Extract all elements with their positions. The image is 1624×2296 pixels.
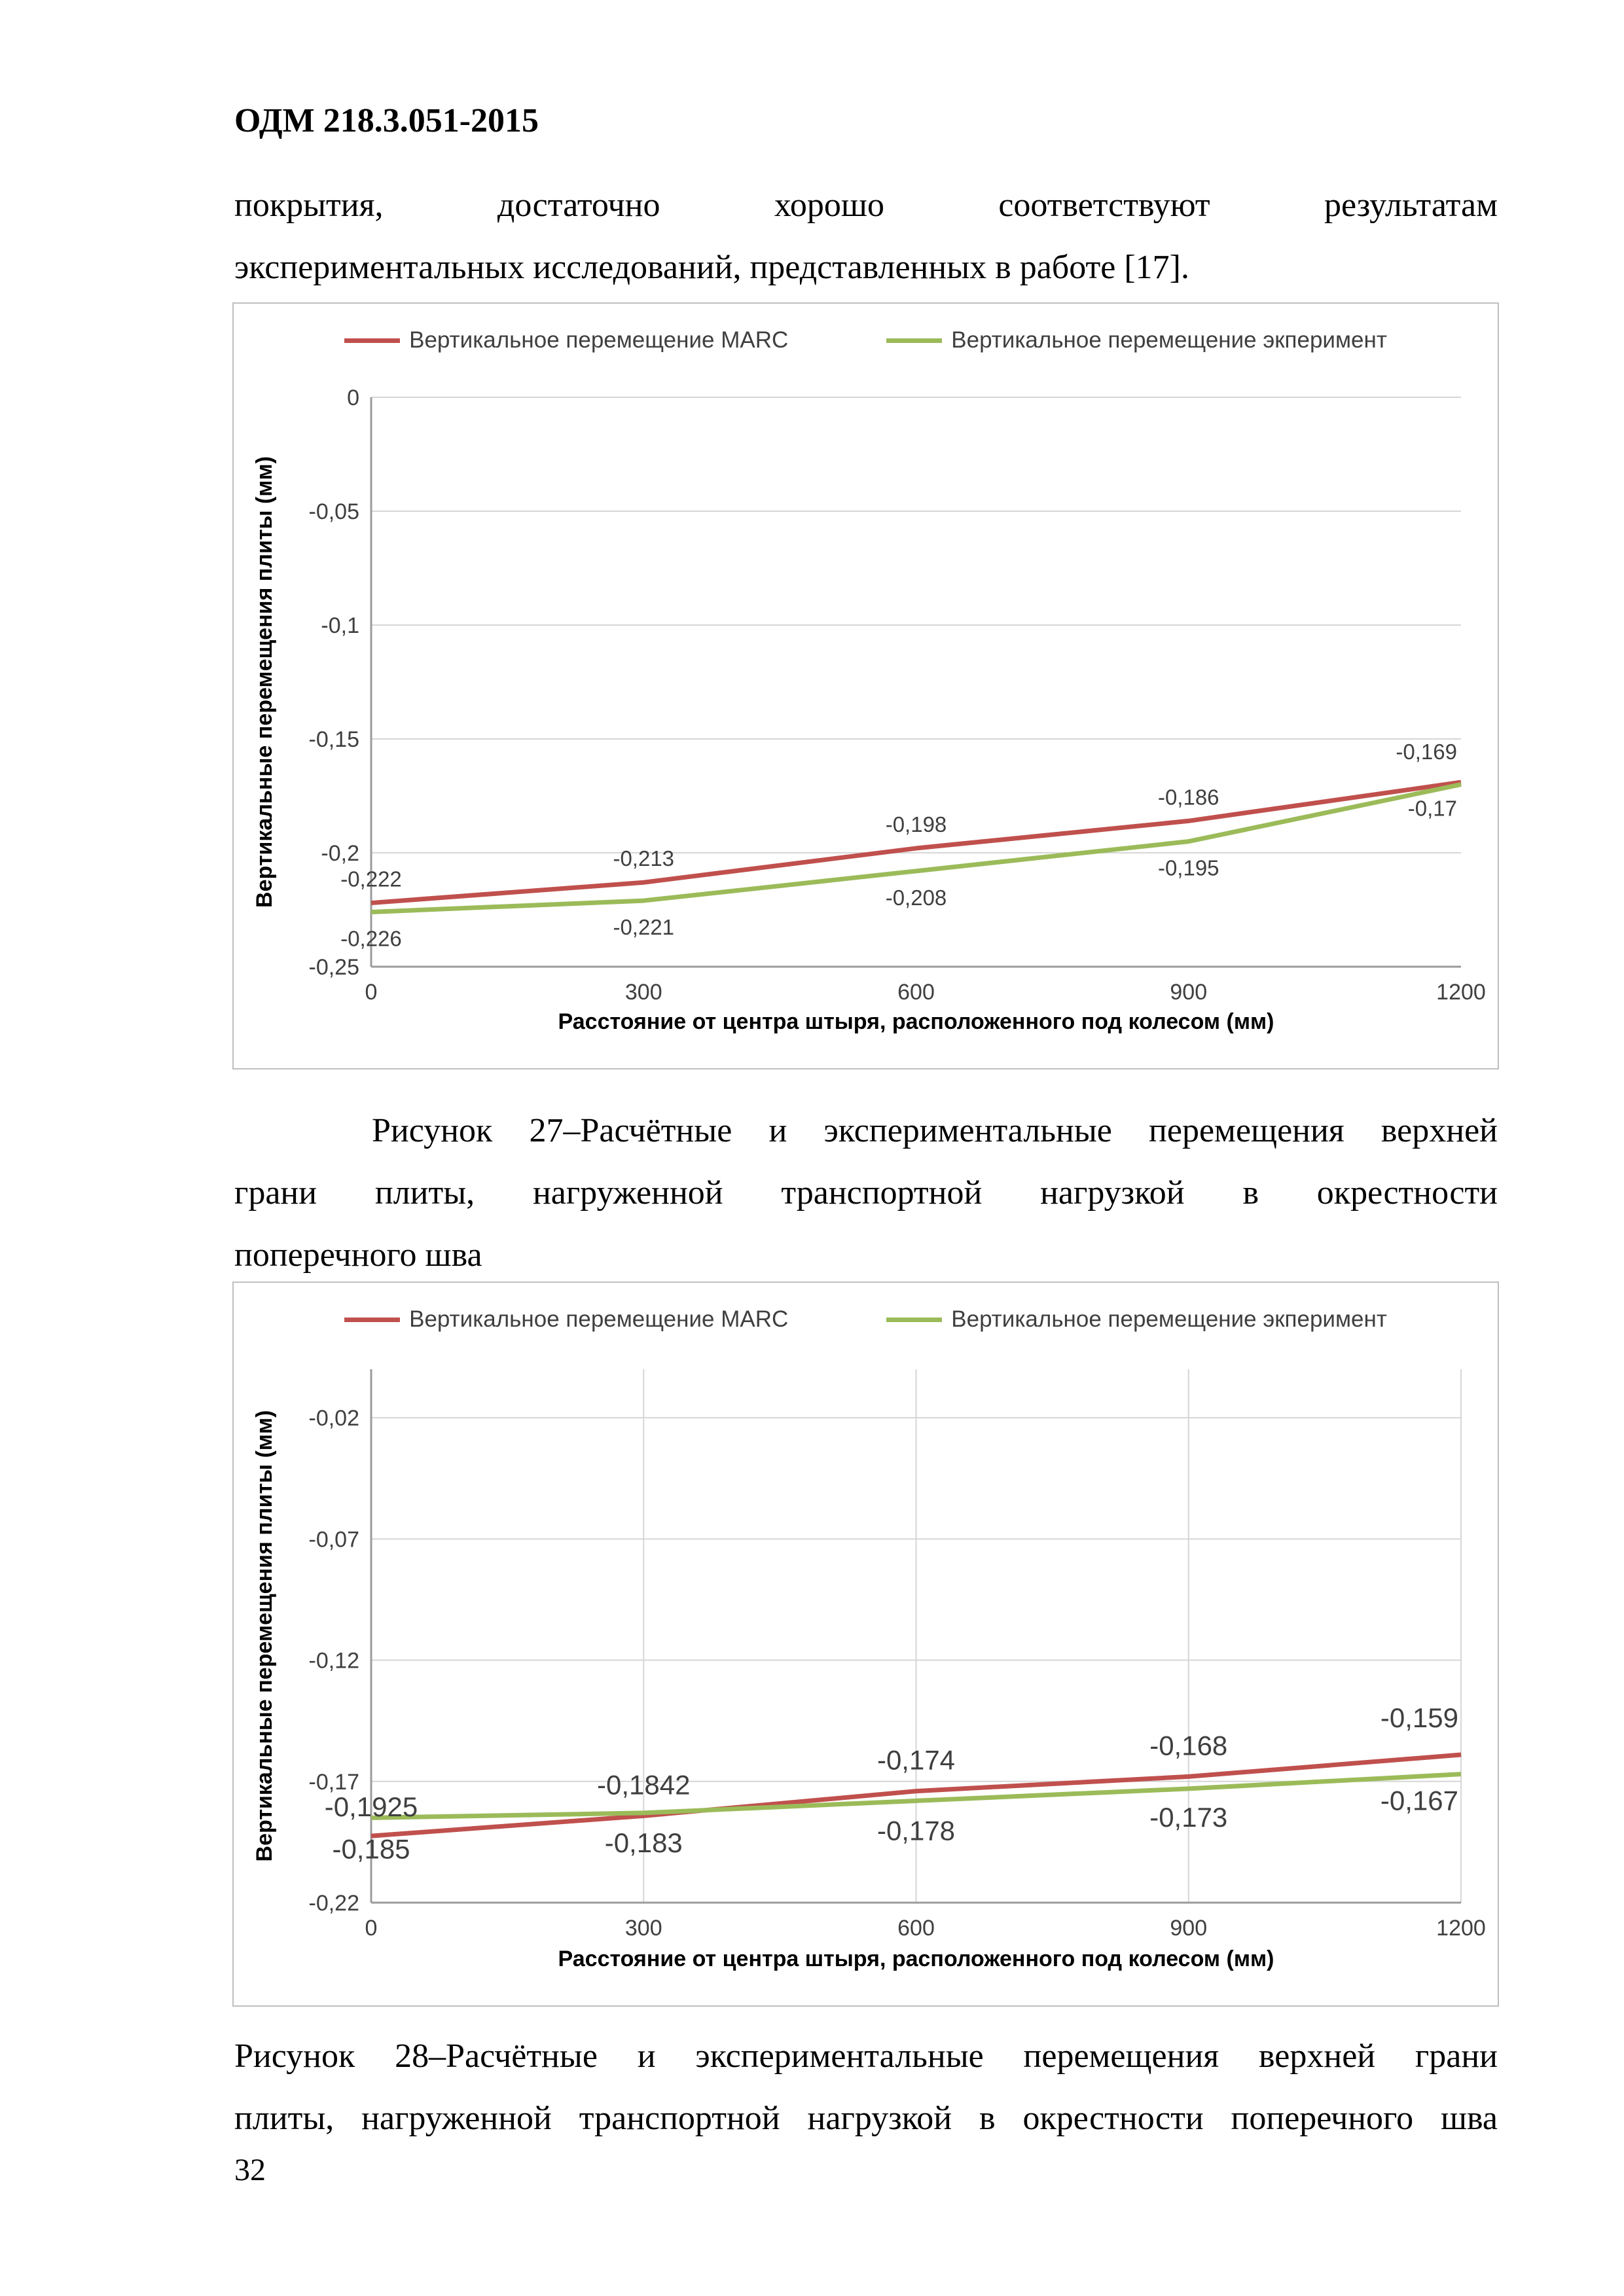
svg-text:-0,168: -0,168 (1149, 1730, 1227, 1761)
figure-28-caption: Рисунок 28–Расчётные и экспериментальные… (234, 2025, 1498, 2149)
marc-line-swatch (344, 1317, 401, 1322)
svg-text:900: 900 (1170, 980, 1207, 1005)
marc-line-swatch (344, 338, 401, 343)
svg-text:-0,1: -0,1 (321, 613, 359, 638)
figure-27-chart: Вертикальное перемещение MARC Вертикальн… (232, 302, 1499, 1069)
svg-text:-0,183: -0,183 (605, 1827, 683, 1858)
figure-28-chart: Вертикальное перемещение MARC Вертикальн… (232, 1282, 1499, 2007)
svg-text:-0,1925: -0,1925 (325, 1791, 418, 1822)
svg-text:-0,185: -0,185 (332, 1833, 410, 1864)
svg-text:-0,22: -0,22 (309, 1891, 360, 1916)
figure-27-legend: Вертикальное перемещение MARC Вертикальн… (234, 327, 1498, 353)
svg-text:Расстояние от центра штыря, ра: Расстояние от центра штыря, расположенно… (558, 1009, 1274, 1034)
svg-text:1200: 1200 (1436, 980, 1486, 1005)
svg-text:-0,2: -0,2 (321, 841, 359, 866)
figure-28-plot: -0,02 -0,07 -0,12 -0,17 -0,220 300 600 900 1200 Р… (252, 1369, 1486, 1971)
legend-label-marc: Вертикальное перемещение MARC (409, 1306, 789, 1332)
svg-text:0: 0 (365, 1916, 378, 1941)
legend-label-experiment: Вертикальное перемещение экперимент (951, 1306, 1387, 1332)
svg-text:-0,195: -0,195 (1158, 856, 1219, 880)
figure-28-legend: Вертикальное перемещение MARC Вертикальн… (234, 1306, 1498, 1333)
figure-27-caption: Рисунок 27–Расчётные и экспериментальные… (234, 1100, 1498, 1286)
svg-text:1200: 1200 (1436, 1916, 1486, 1941)
svg-text:0: 0 (347, 386, 359, 410)
svg-text:-0,222: -0,222 (340, 867, 402, 891)
svg-text:-0,02: -0,02 (309, 1406, 360, 1431)
legend-item-marc: Вертикальное перемещение MARC (344, 327, 788, 353)
svg-text:300: 300 (625, 1916, 662, 1941)
svg-text:Вертикальные перемещения плиты: Вертикальные перемещения плиты (мм) (252, 456, 277, 908)
intro-line-1: покрытия, достаточно хорошо соответствую… (234, 187, 1498, 224)
svg-text:-0,174: -0,174 (877, 1745, 955, 1776)
legend-item-experiment: Вертикальное перемещение экперимент (886, 327, 1387, 353)
svg-text:600: 600 (897, 1916, 935, 1941)
svg-text:Вертикальные перемещения плиты: Вертикальные перемещения плиты (мм) (252, 1410, 277, 1862)
intro-paragraph: покрытия, достаточно хорошо соответствую… (234, 174, 1498, 298)
caption27-line-1: Рисунок 27–Расчётные и экспериментальные… (372, 1112, 1498, 1149)
svg-text:-0,173: -0,173 (1149, 1802, 1227, 1833)
document-header: ОДМ 218.3.051-2015 (234, 102, 539, 139)
svg-text:-0,167: -0,167 (1380, 1785, 1458, 1816)
legend-label-experiment: Вертикальное перемещение экперимент (951, 327, 1387, 353)
svg-text:-0,226: -0,226 (340, 926, 402, 950)
svg-text:0: 0 (365, 980, 378, 1005)
svg-text:-0,05: -0,05 (309, 499, 360, 524)
svg-text:-0,198: -0,198 (886, 812, 947, 836)
legend-item-experiment: Вертикальное перемещение экперимент (886, 1306, 1387, 1333)
svg-text:-0,12: -0,12 (309, 1649, 360, 1674)
caption28-line-1: Рисунок 28–Расчётные и экспериментальные… (234, 2037, 1498, 2075)
svg-text:-0,186: -0,186 (1158, 785, 1219, 809)
svg-text:-0,17: -0,17 (1408, 797, 1457, 821)
page-number: 32 (234, 2153, 266, 2187)
svg-text:-0,178: -0,178 (877, 1815, 955, 1846)
caption27-line-3: поперечного шва (234, 1236, 482, 1274)
svg-text:300: 300 (625, 980, 662, 1005)
legend-label-marc: Вертикальное перемещение MARC (409, 327, 789, 353)
svg-text:-0,159: -0,159 (1380, 1702, 1458, 1733)
svg-text:-0,07: -0,07 (309, 1527, 360, 1552)
caption28-line-2: плиты, нагруженной транспортной нагрузко… (234, 2100, 1498, 2137)
svg-text:-0,213: -0,213 (613, 846, 674, 870)
figure-27-plot: 0-0,05-0,1-0,15-0,2-0,250 300 600 900 1200Ра… (252, 386, 1486, 1034)
svg-text:-0,17: -0,17 (309, 1770, 360, 1795)
svg-text:Расстояние от центра штыря, ра: Расстояние от центра штыря, расположенно… (558, 1946, 1274, 1971)
svg-text:-0,15: -0,15 (309, 727, 360, 752)
intro-line-2: экспериментальных исследований, представ… (234, 249, 1189, 286)
svg-text:-0,208: -0,208 (886, 886, 947, 910)
legend-item-marc: Вертикальное перемещение MARC (344, 1306, 788, 1333)
experiment-line-swatch (886, 338, 943, 343)
svg-text:-0,221: -0,221 (613, 915, 674, 939)
caption27-line-2: грани плиты, нагруженной транспортной на… (234, 1174, 1498, 1211)
svg-text:-0,1842: -0,1842 (597, 1769, 690, 1800)
experiment-line-swatch (886, 1317, 943, 1322)
svg-text:-0,25: -0,25 (309, 955, 360, 980)
svg-text:-0,169: -0,169 (1396, 740, 1457, 764)
svg-text:900: 900 (1170, 1916, 1207, 1941)
svg-text:600: 600 (897, 980, 935, 1005)
